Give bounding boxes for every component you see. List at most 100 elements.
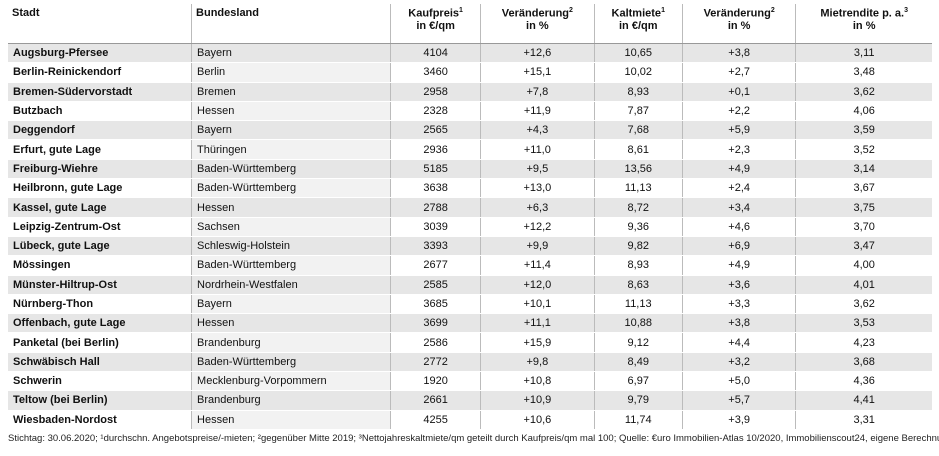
city-cell: Teltow (bei Berlin) <box>8 390 192 411</box>
table-row: Offenbach, gute Lage Hessen 3699 +11,1 10,88… <box>8 313 932 334</box>
value-cell: 4,00 <box>795 255 932 276</box>
header-footnote-mark: 1 <box>661 7 665 14</box>
value-cell: +2,2 <box>681 101 796 122</box>
state-cell: Hessen <box>191 101 391 122</box>
value-cell: 4,41 <box>795 390 932 411</box>
value-cell: 11,13 <box>593 178 683 199</box>
table-row: Augsburg-Pfersee Bayern 4104 +12,6 10,65 +3,8… <box>8 43 932 64</box>
value-cell: +9,5 <box>480 159 595 180</box>
value-cell: 2565 <box>390 120 481 141</box>
value-cell: 2586 <box>390 332 481 353</box>
value-cell: +10,8 <box>480 371 595 392</box>
city-cell: Augsburg-Pfersee <box>8 43 192 64</box>
table-row: Bremen-Südervorstadt Bremen 2958 +7,8 8,93 +0… <box>8 82 932 102</box>
state-cell: Baden-Württemberg <box>191 178 391 199</box>
value-cell: +12,6 <box>480 43 595 64</box>
state-cell: Baden-Württemberg <box>191 352 391 373</box>
value-cell: 10,65 <box>593 43 683 64</box>
state-cell: Nordrhein-Westfalen <box>191 275 391 295</box>
value-cell: 3393 <box>390 236 481 257</box>
value-cell: 8,93 <box>593 255 683 276</box>
city-cell: Erfurt, gute Lage <box>8 139 192 160</box>
value-cell: 8,72 <box>593 197 683 218</box>
state-cell: Bayern <box>191 120 391 141</box>
state-cell: Hessen <box>191 197 391 218</box>
value-cell: 8,61 <box>593 139 683 160</box>
column-header: Stadt <box>8 4 192 44</box>
value-cell: 2677 <box>390 255 481 276</box>
value-cell: 1920 <box>390 371 481 392</box>
header-unit: in €/qm <box>416 19 455 32</box>
value-cell: 10,02 <box>593 62 683 83</box>
state-cell: Berlin <box>191 62 391 83</box>
value-cell: 4,06 <box>795 101 932 122</box>
header-label: Veränderung <box>703 7 771 20</box>
value-cell: 8,49 <box>593 352 683 373</box>
value-cell: 9,79 <box>593 390 683 411</box>
value-cell: +3,4 <box>681 197 796 218</box>
value-cell: +12,0 <box>480 275 595 295</box>
table-row: Deggendorf Bayern 2565 +4,3 7,68 +5,9 3,59 <box>8 120 932 141</box>
value-cell: +7,8 <box>480 82 595 102</box>
table-row: Teltow (bei Berlin) Brandenburg 2661 +10,9 9… <box>8 390 932 411</box>
value-cell: +2,4 <box>681 178 796 199</box>
value-cell: 3685 <box>390 294 481 315</box>
data-table: Stadt Bundesland Kaufpreis1 in €/qm Veränder… <box>8 4 932 430</box>
value-cell: +13,0 <box>480 178 595 199</box>
value-cell: 3,53 <box>795 313 932 334</box>
state-cell: Bayern <box>191 43 391 64</box>
value-cell: 9,36 <box>593 217 683 237</box>
table-row: Schwerin Mecklenburg-Vorpommern 1920 +10,8 6… <box>8 371 932 392</box>
value-cell: 3,59 <box>795 120 932 141</box>
city-cell: Bremen-Südervorstadt <box>8 82 192 102</box>
value-cell: 3,70 <box>795 217 932 237</box>
table-row: Heilbronn, gute Lage Baden-Württemberg 363… <box>8 178 932 199</box>
state-cell: Brandenburg <box>191 332 391 353</box>
state-cell: Brandenburg <box>191 390 391 411</box>
value-cell: 3638 <box>390 178 481 199</box>
header-footnote-mark: 2 <box>770 7 775 14</box>
value-cell: 3,52 <box>795 139 932 160</box>
header-label: Kaltmiete <box>611 7 662 20</box>
value-cell: +9,8 <box>480 352 595 373</box>
table-body: Augsburg-Pfersee Bayern 4104 +12,6 10,65 +3,8… <box>8 43 932 430</box>
header-label: Bundesland <box>196 7 259 19</box>
value-cell: +0,1 <box>681 82 796 102</box>
header-footnote-mark: 2 <box>569 7 573 14</box>
value-cell: +5,7 <box>681 390 796 411</box>
city-cell: Lübeck, gute Lage <box>8 236 192 257</box>
value-cell: +15,1 <box>480 62 595 83</box>
value-cell: +4,4 <box>681 332 796 353</box>
city-cell: Wiesbaden-Nordost <box>8 410 192 430</box>
value-cell: +5,0 <box>681 371 796 392</box>
table-row: Schwäbisch Hall Baden-Württemberg 2772 +9,8… <box>8 352 932 373</box>
header-footnote-mark: 3 <box>904 7 909 14</box>
city-cell: Mössingen <box>8 255 192 276</box>
value-cell: 3,62 <box>795 82 932 102</box>
value-cell: +10,6 <box>480 410 595 430</box>
value-cell: +10,9 <box>480 390 595 411</box>
value-cell: +2,3 <box>681 139 796 160</box>
city-cell: Nürnberg-Thon <box>8 294 192 315</box>
value-cell: 3,67 <box>795 178 932 199</box>
value-cell: +10,1 <box>480 294 595 315</box>
city-cell: Butzbach <box>8 101 192 122</box>
table-row: Kassel, gute Lage Hessen 2788 +6,3 8,72 +3,4 3… <box>8 197 932 218</box>
value-cell: 3,68 <box>795 352 932 373</box>
value-cell: 2958 <box>390 82 481 102</box>
value-cell: 2585 <box>390 275 481 295</box>
table-row: Panketal (bei Berlin) Brandenburg 2586 +15,… <box>8 332 932 353</box>
value-cell: 3699 <box>390 313 481 334</box>
footnote: Stichtag: 30.06.2020; ¹durchschn. Angebo… <box>8 433 939 444</box>
state-cell: Sachsen <box>191 217 391 237</box>
city-cell: Schwerin <box>8 371 192 392</box>
value-cell: 8,63 <box>593 275 683 295</box>
value-cell: 4104 <box>390 43 481 64</box>
header-label: Stadt <box>12 7 40 19</box>
city-cell: Kassel, gute Lage <box>8 197 192 218</box>
value-cell: 7,68 <box>593 120 683 141</box>
value-cell: +3,6 <box>681 275 796 295</box>
value-cell: +3,9 <box>681 410 796 430</box>
